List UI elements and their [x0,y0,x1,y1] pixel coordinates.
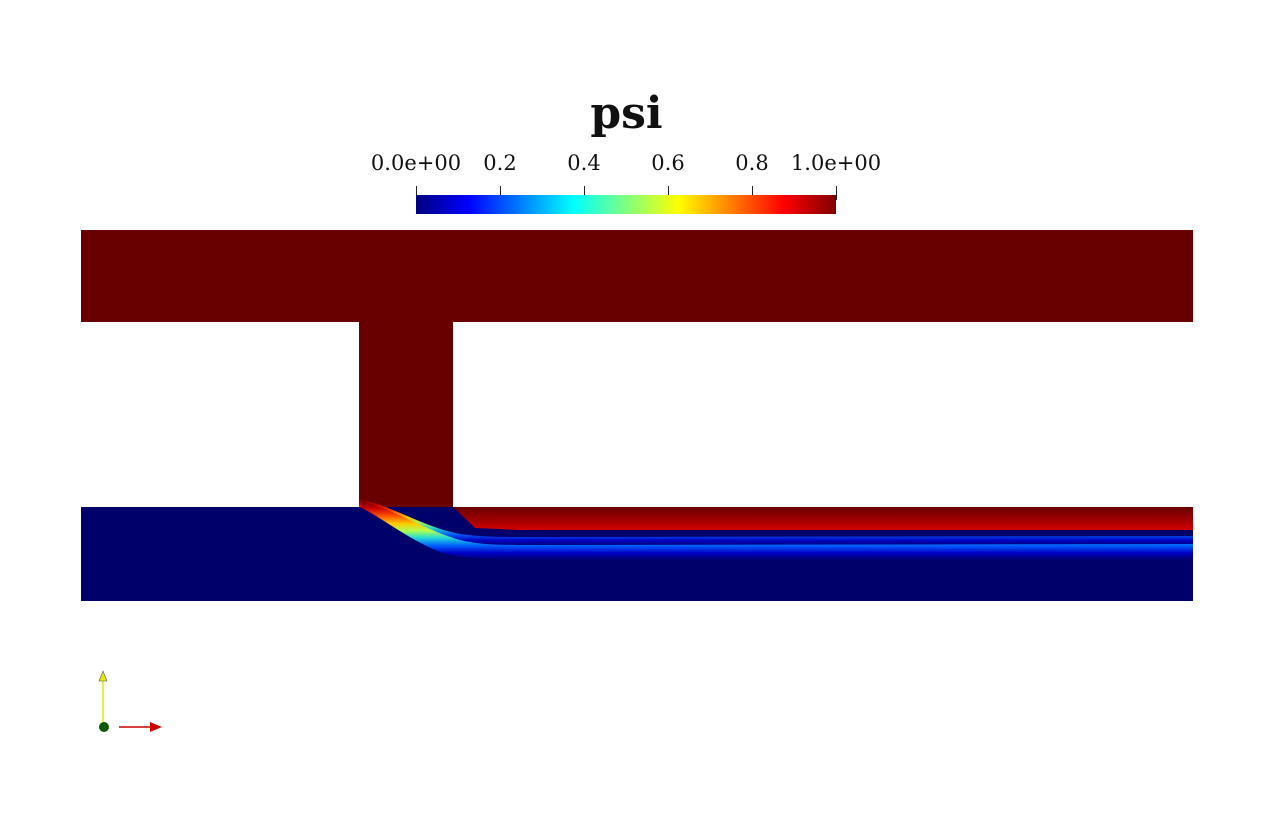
colorbar-tick [500,186,501,200]
outlet-upper-fluid [453,507,1193,530]
outlet-low-fluid [430,560,1193,601]
interface-core [362,501,1193,560]
colorbar-tick-label: 0.4 [567,151,601,175]
x-axis-arrow-icon [150,722,162,732]
colorbar-tick [752,186,753,200]
colorbar-tick [668,186,669,200]
colorbar-tick-label: 1.0e+00 [790,151,882,175]
colorbar-gradient [416,195,836,214]
colorbar-tick-label: 0.2 [483,151,517,175]
colorbar-tick-label: 0.6 [651,151,685,175]
colorbar-tick [836,186,837,200]
lower-inlet-region [81,507,360,601]
upper-channel-region [81,230,1193,507]
y-axis-arrow-icon [98,670,108,682]
colorbar-tick-label: 0.0e+00 [370,151,462,175]
colorbar-tick-label: 0.8 [735,151,769,175]
colorbar-tick [416,186,417,200]
origin-dot-icon [99,722,109,732]
colorbar-title: psi [590,88,663,139]
colorbar-tick [584,186,585,200]
